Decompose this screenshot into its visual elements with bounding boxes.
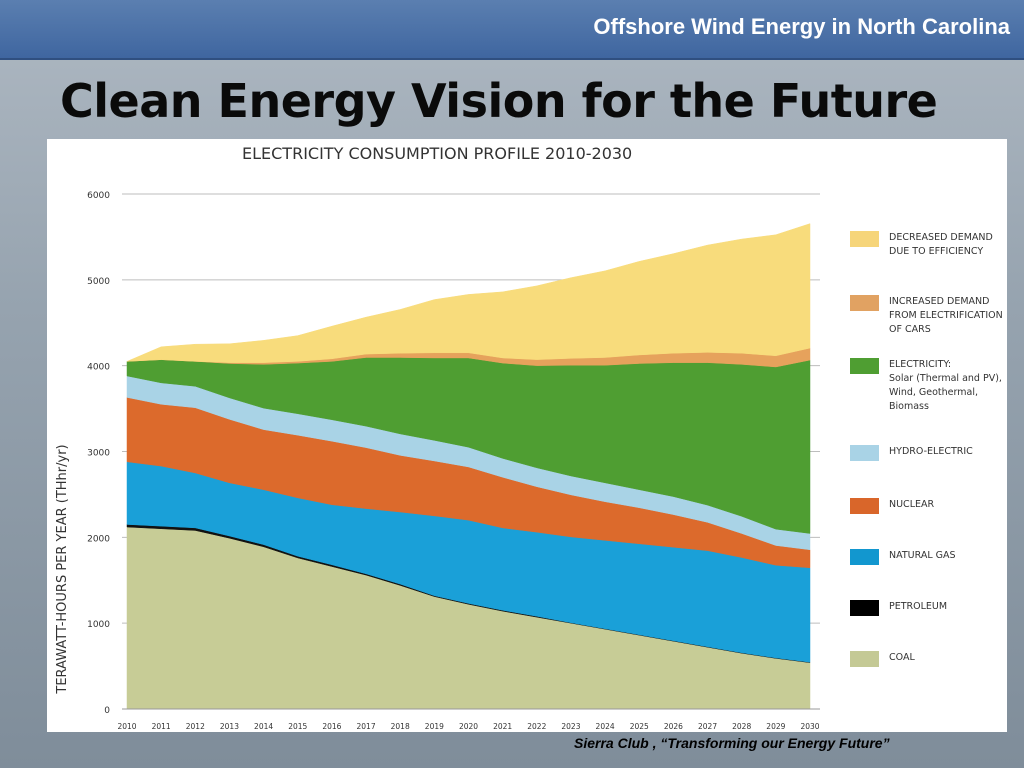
chart-panel: ELECTRICITY CONSUMPTION PROFILE 2010-203…	[47, 139, 1007, 732]
x-tick-label: 2018	[391, 722, 410, 731]
legend-label: Biomass	[889, 401, 929, 412]
legend-label: ELECTRICITY:	[889, 359, 951, 370]
x-tick-label: 2010	[117, 722, 136, 731]
y-tick-label: 6000	[87, 191, 110, 201]
x-tick-label: 2024	[596, 722, 615, 731]
source-caption: Sierra Club , “Transforming our Energy F…	[574, 735, 890, 751]
x-tick-label: 2014	[254, 722, 273, 731]
x-tick-label: 2025	[630, 722, 649, 731]
chart-title: ELECTRICITY CONSUMPTION PROFILE 2010-203…	[242, 144, 632, 163]
x-tick-label: 2012	[186, 722, 205, 731]
x-tick-label: 2015	[288, 722, 307, 731]
legend-label: DECREASED DEMAND	[889, 232, 993, 243]
x-tick-label: 2013	[220, 722, 239, 731]
legend-swatch	[850, 358, 879, 374]
legend-label: PETROLEUM	[889, 601, 947, 612]
y-tick-label: 0	[104, 706, 110, 716]
header-title: Offshore Wind Energy in North Carolina	[593, 14, 1010, 39]
x-tick-label: 2026	[664, 722, 683, 731]
x-tick-label: 2022	[527, 722, 546, 731]
x-tick-label: 2029	[766, 722, 785, 731]
slide-title: Clean Energy Vision for the Future	[60, 74, 938, 128]
y-tick-label: 1000	[87, 620, 110, 630]
legend-swatch	[850, 295, 879, 311]
x-tick-label: 2021	[493, 722, 512, 731]
area-decreased-demand-due-to-efficiency	[126, 223, 811, 363]
y-tick-label: 3000	[87, 449, 110, 459]
legend-label: INCREASED DEMAND	[889, 296, 989, 307]
legend-label: NATURAL GAS	[889, 550, 956, 561]
legend-swatch	[850, 549, 879, 565]
header-bar: Offshore Wind Energy in North Carolina	[0, 0, 1024, 60]
legend-label: Wind, Geothermal,	[889, 387, 978, 398]
x-tick-label: 2011	[152, 722, 171, 731]
x-tick-label: 2019	[425, 722, 444, 731]
y-tick-label: 4000	[87, 363, 110, 373]
x-tick-label: 2028	[732, 722, 751, 731]
legend-swatch	[850, 651, 879, 667]
legend-label: DUE TO EFFICIENCY	[889, 246, 983, 257]
legend-label: Solar (Thermal and PV),	[889, 373, 1002, 384]
legend-label: OF CARS	[889, 324, 931, 335]
legend-swatch	[850, 600, 879, 616]
legend-swatch	[850, 231, 879, 247]
x-tick-label: 2017	[357, 722, 376, 731]
y-tick-label: 5000	[87, 277, 110, 287]
x-tick-label: 2023	[561, 722, 580, 731]
area-chart: ELECTRICITY CONSUMPTION PROFILE 2010-203…	[55, 144, 1003, 731]
legend-swatch	[850, 445, 879, 461]
y-tick-label: 2000	[87, 534, 110, 544]
legend-label: COAL	[889, 652, 915, 663]
x-tick-label: 2016	[322, 722, 341, 731]
legend-label: HYDRO-ELECTRIC	[889, 446, 973, 457]
legend-label: NUCLEAR	[889, 499, 934, 510]
x-tick-label: 2020	[459, 722, 478, 731]
x-tick-label: 2030	[800, 722, 819, 731]
legend-swatch	[850, 498, 879, 514]
legend-label: FROM ELECTRIFICATION	[889, 310, 1003, 321]
x-tick-label: 2027	[698, 722, 717, 731]
y-axis-label: TERAWATT-HOURS PER YEAR (THhr/yr)	[55, 444, 70, 694]
